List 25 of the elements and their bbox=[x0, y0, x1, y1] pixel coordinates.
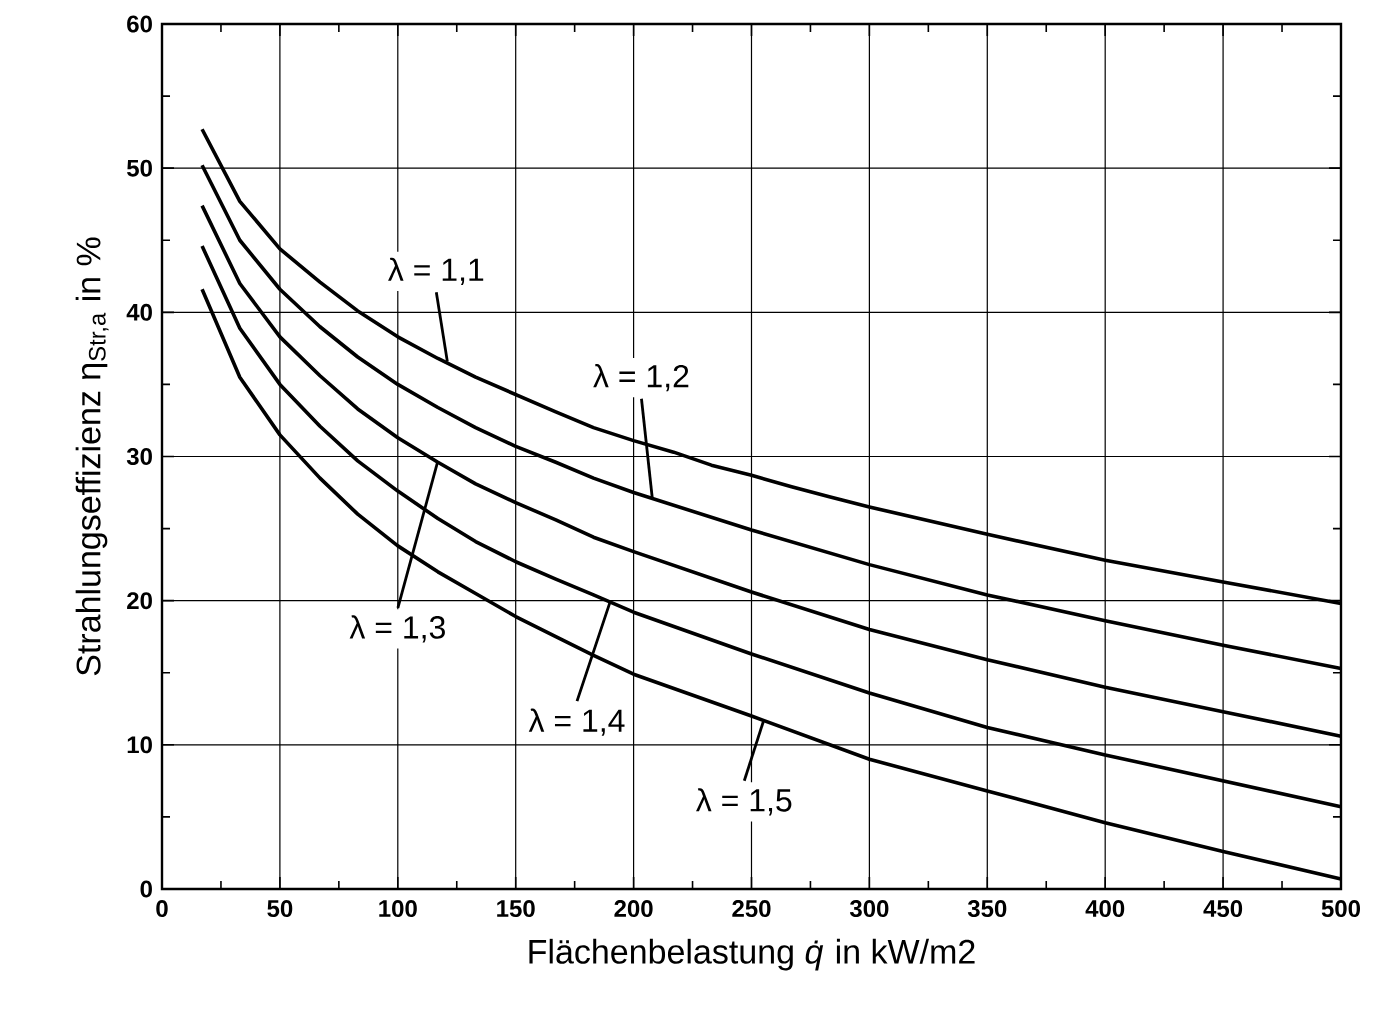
y-tick-label: 60 bbox=[127, 15, 152, 33]
y-tick-label: 20 bbox=[127, 592, 152, 610]
x-tick-label: 50 bbox=[267, 900, 293, 918]
annotation: λ = 1,4 bbox=[528, 708, 625, 736]
y-tick-label: 50 bbox=[127, 159, 152, 177]
x-tick-label: 350 bbox=[967, 900, 1007, 918]
annotation: λ = 1,5 bbox=[696, 788, 792, 816]
x-tick-label: 400 bbox=[1085, 900, 1125, 918]
x-tick-label: 500 bbox=[1321, 900, 1361, 918]
y-axis-title: Strahlungseffizienz η$_{Str,a}$ in % bbox=[75, 237, 109, 676]
x-tick-label: 150 bbox=[497, 900, 535, 918]
y-tick-label: 40 bbox=[126, 303, 152, 321]
y-tick-label: 0 bbox=[140, 880, 152, 898]
x-axis-title: Flächenbelastung q̇ in kW/m2 bbox=[529, 938, 975, 971]
annotation: λ = 1,2 bbox=[593, 364, 689, 392]
x-tick-label: 250 bbox=[732, 900, 771, 918]
annotation: λ = 1,1 bbox=[388, 257, 484, 285]
x-tick-label: 200 bbox=[614, 900, 653, 918]
x-tick-label: 100 bbox=[379, 900, 417, 918]
y-tick-label: 10 bbox=[127, 736, 152, 754]
x-tick-label: 300 bbox=[849, 900, 889, 918]
y-tick-label: 30 bbox=[126, 447, 152, 466]
x-tick-label: 0 bbox=[156, 900, 168, 918]
x-tick-label: 450 bbox=[1203, 900, 1243, 918]
annotation: λ = 1,3 bbox=[349, 615, 445, 643]
